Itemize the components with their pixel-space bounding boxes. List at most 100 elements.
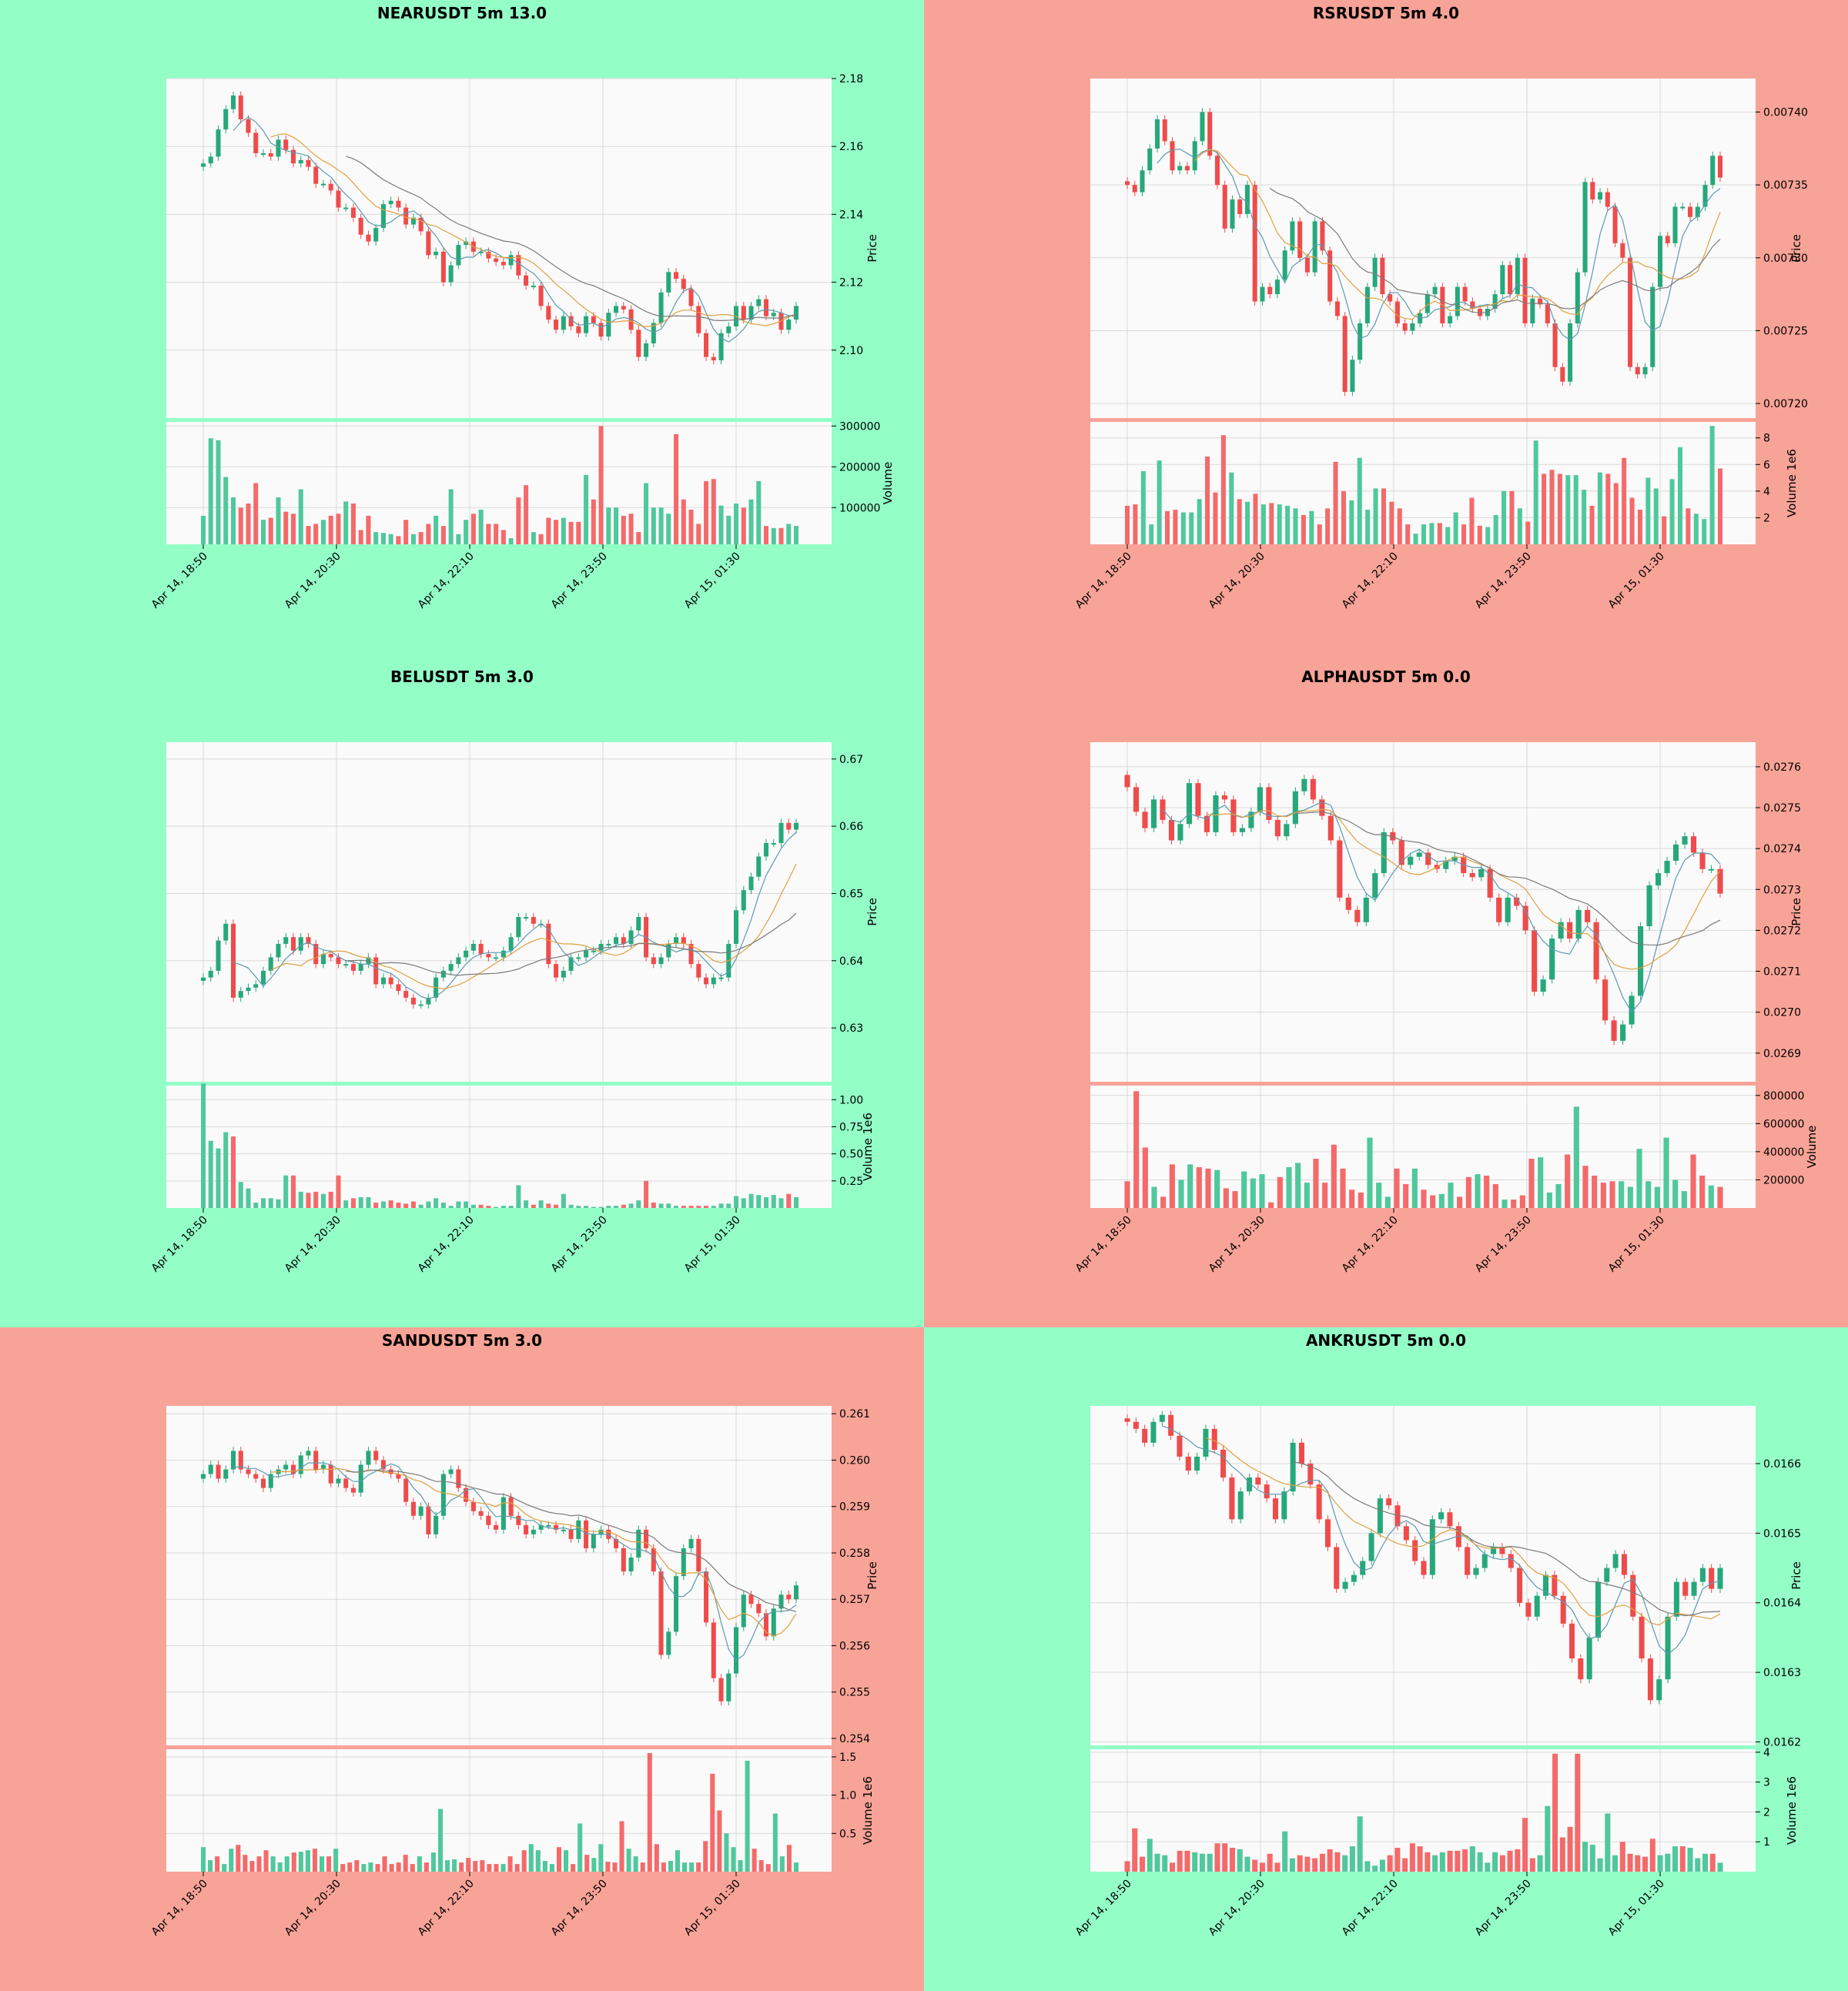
volume-bar	[734, 1196, 739, 1208]
chart-nearusdt: NEARUSDT 5m 13.0 2.10 2.12 2.14 2.16 2.18 Pric…	[0, 0, 924, 664]
volume-bar	[1693, 514, 1699, 544]
candle-body	[793, 822, 799, 830]
candle-body	[306, 1451, 311, 1456]
candle-body	[1709, 1568, 1715, 1589]
volume-bar	[1229, 1847, 1235, 1872]
candle-body	[1252, 185, 1257, 302]
candle-body	[403, 1478, 409, 1502]
volume-bar	[1149, 524, 1154, 544]
volume-bar	[1455, 1850, 1461, 1872]
candle-body	[1508, 1554, 1514, 1568]
volume-bar	[1139, 1856, 1146, 1872]
volume-bar	[1545, 1805, 1551, 1872]
candle-body	[546, 1524, 551, 1527]
candle-body	[1545, 304, 1550, 323]
volume-bar	[494, 1864, 499, 1872]
volume-bar	[1502, 490, 1507, 544]
volume-bar	[704, 1206, 709, 1208]
candle-body	[674, 272, 679, 279]
volume-tick-label: 0.75	[839, 1121, 863, 1133]
volume-bar	[508, 538, 514, 544]
candle-body	[1540, 979, 1546, 992]
candle-body	[591, 950, 596, 952]
volume-bar	[487, 1864, 492, 1872]
candle-body	[1515, 257, 1520, 295]
candle-body	[1351, 1574, 1357, 1582]
volume-bar	[1229, 472, 1234, 544]
candle-body	[1702, 185, 1708, 207]
candle-body	[1142, 811, 1148, 828]
candle-body	[1237, 199, 1243, 215]
candle-body	[1455, 1526, 1461, 1548]
candle-body	[1558, 922, 1564, 939]
volume-scale-label: 1e6	[1785, 1776, 1799, 1798]
volume-axis-label: Volume 1e6	[861, 1776, 875, 1845]
candle-body	[771, 842, 776, 845]
candle-body	[1604, 1568, 1610, 1582]
candle-body	[614, 306, 619, 313]
volume-bar	[666, 514, 671, 544]
volume-bar	[1259, 1862, 1265, 1872]
candle-body	[621, 306, 626, 310]
candle-body	[464, 1487, 469, 1502]
volume-bar	[578, 1823, 583, 1872]
volume-bar	[437, 1809, 444, 1872]
volume-bar	[1686, 508, 1691, 544]
volume-bar	[358, 1196, 363, 1208]
candle-body	[1364, 286, 1370, 323]
candle-body	[1646, 885, 1652, 927]
volume-bar	[718, 505, 724, 544]
candle-body	[688, 943, 694, 965]
volume-bar	[576, 521, 581, 544]
panel-nearusdt: NEARUSDT 5m 13.0 2.10 2.12 2.14 2.16 2.18 Pric…	[0, 0, 924, 664]
candle-body	[253, 984, 259, 988]
volume-bar	[208, 438, 213, 544]
volume-bar	[531, 532, 536, 544]
candle-body	[1665, 236, 1670, 243]
candle-body	[756, 856, 762, 877]
candle-body	[1585, 909, 1591, 922]
volume-bar	[628, 1203, 634, 1208]
volume-bar	[703, 1841, 708, 1872]
y-tick-label: 0.64	[839, 955, 863, 968]
moving-average-line	[270, 863, 797, 990]
candle-body	[606, 943, 611, 945]
y-tick-label: 0.67	[839, 754, 863, 766]
candle-body	[1590, 182, 1595, 200]
volume-bar	[1162, 1855, 1168, 1872]
y-tick-label: 0.256	[839, 1640, 870, 1652]
candle-body	[470, 943, 476, 951]
candle-body	[426, 997, 431, 1005]
volume-bar	[681, 499, 686, 544]
volume-bar	[748, 499, 754, 544]
volume-axis-label: Volume	[1805, 1126, 1819, 1169]
volume-bar	[410, 534, 416, 544]
volume-bar	[1493, 514, 1498, 544]
candle-body	[418, 1506, 424, 1516]
volume-bar	[1252, 1859, 1258, 1872]
volume-bar	[1394, 1168, 1400, 1208]
volume-bar	[1293, 508, 1298, 544]
volume-bar	[1600, 1183, 1606, 1208]
volume-bar	[208, 1140, 213, 1208]
volume-scale-label: 1e6	[1785, 449, 1799, 470]
volume-bar	[1699, 1175, 1706, 1208]
candle-body	[1575, 909, 1582, 939]
panel-alphausdt: ALPHAUSDT 5m 0.0 0.0269 0.0270 0.0271 0.0272…	[924, 664, 1848, 1327]
volume-bar	[621, 1204, 626, 1208]
volume-bar	[1654, 1186, 1660, 1208]
candle-body	[1342, 316, 1348, 392]
volume-bar	[306, 526, 311, 544]
candle-body	[366, 234, 371, 242]
volume-bar	[1340, 1168, 1346, 1208]
volume-bar	[1187, 1164, 1194, 1208]
volume-bar	[230, 1136, 236, 1208]
volume-bar	[1429, 523, 1435, 544]
candle-body	[350, 1487, 356, 1493]
candle-body	[1635, 366, 1640, 375]
candle-body	[1133, 787, 1140, 812]
candle-body	[290, 149, 296, 164]
volume-bar	[591, 499, 596, 544]
candle-body	[1708, 868, 1715, 871]
volume-bar	[619, 1821, 624, 1872]
